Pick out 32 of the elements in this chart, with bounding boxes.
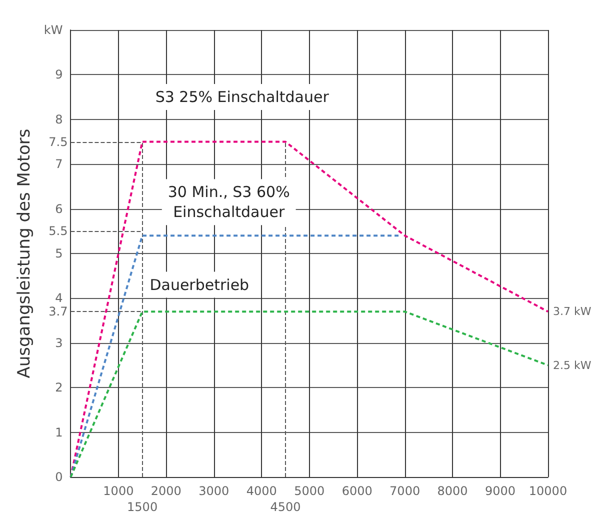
y-tick-label: kW <box>44 23 63 37</box>
y-axis-title: Ausgangsleistung des Motors <box>14 128 34 378</box>
ref-line-label: 5.5 <box>48 224 68 238</box>
y-tick-label: 8 <box>55 112 63 126</box>
y-tick-label: 0 <box>55 470 63 484</box>
x-tick-label: 7000 <box>390 484 420 498</box>
ref-line-label: 3.7 <box>48 304 68 319</box>
annotation: S3 25% Einschaltdauer <box>155 88 330 106</box>
x-tick-label: 3000 <box>198 484 230 498</box>
annotation: 3.7 kW <box>553 305 592 318</box>
ref-line-label: 4500 <box>270 500 301 514</box>
x-tick-label: 8000 <box>437 484 468 498</box>
x-tick-label: 10000 <box>528 484 568 498</box>
ref-line-label: 7.5 <box>48 134 68 149</box>
annotation: 2.5 kW <box>553 358 592 372</box>
y-tick-label: 3 <box>55 336 63 350</box>
y-tick-label: 2 <box>55 380 63 395</box>
ref-line-label: 1500 <box>127 500 158 514</box>
x-tick-label: 4000 <box>246 484 277 498</box>
x-tick-label: 9000 <box>485 484 516 498</box>
y-tick-label: 5 <box>55 246 63 260</box>
y-tick-label: 9 <box>55 68 63 82</box>
y-tick-label: 7 <box>55 157 63 172</box>
x-tick-label: 6000 <box>342 484 372 498</box>
x-tick-label: 5000 <box>294 484 325 498</box>
annotation: 30 Min., S3 60% Einschaltdauer <box>168 183 290 222</box>
annotation: Dauerbetrieb <box>150 276 250 294</box>
y-tick-label: 6 <box>55 202 63 216</box>
y-tick-label: 4 <box>55 291 63 306</box>
y-tick-label: 1 <box>55 425 63 440</box>
x-tick-label: 1000 <box>103 484 134 498</box>
x-tick-label: 2000 <box>150 484 182 498</box>
